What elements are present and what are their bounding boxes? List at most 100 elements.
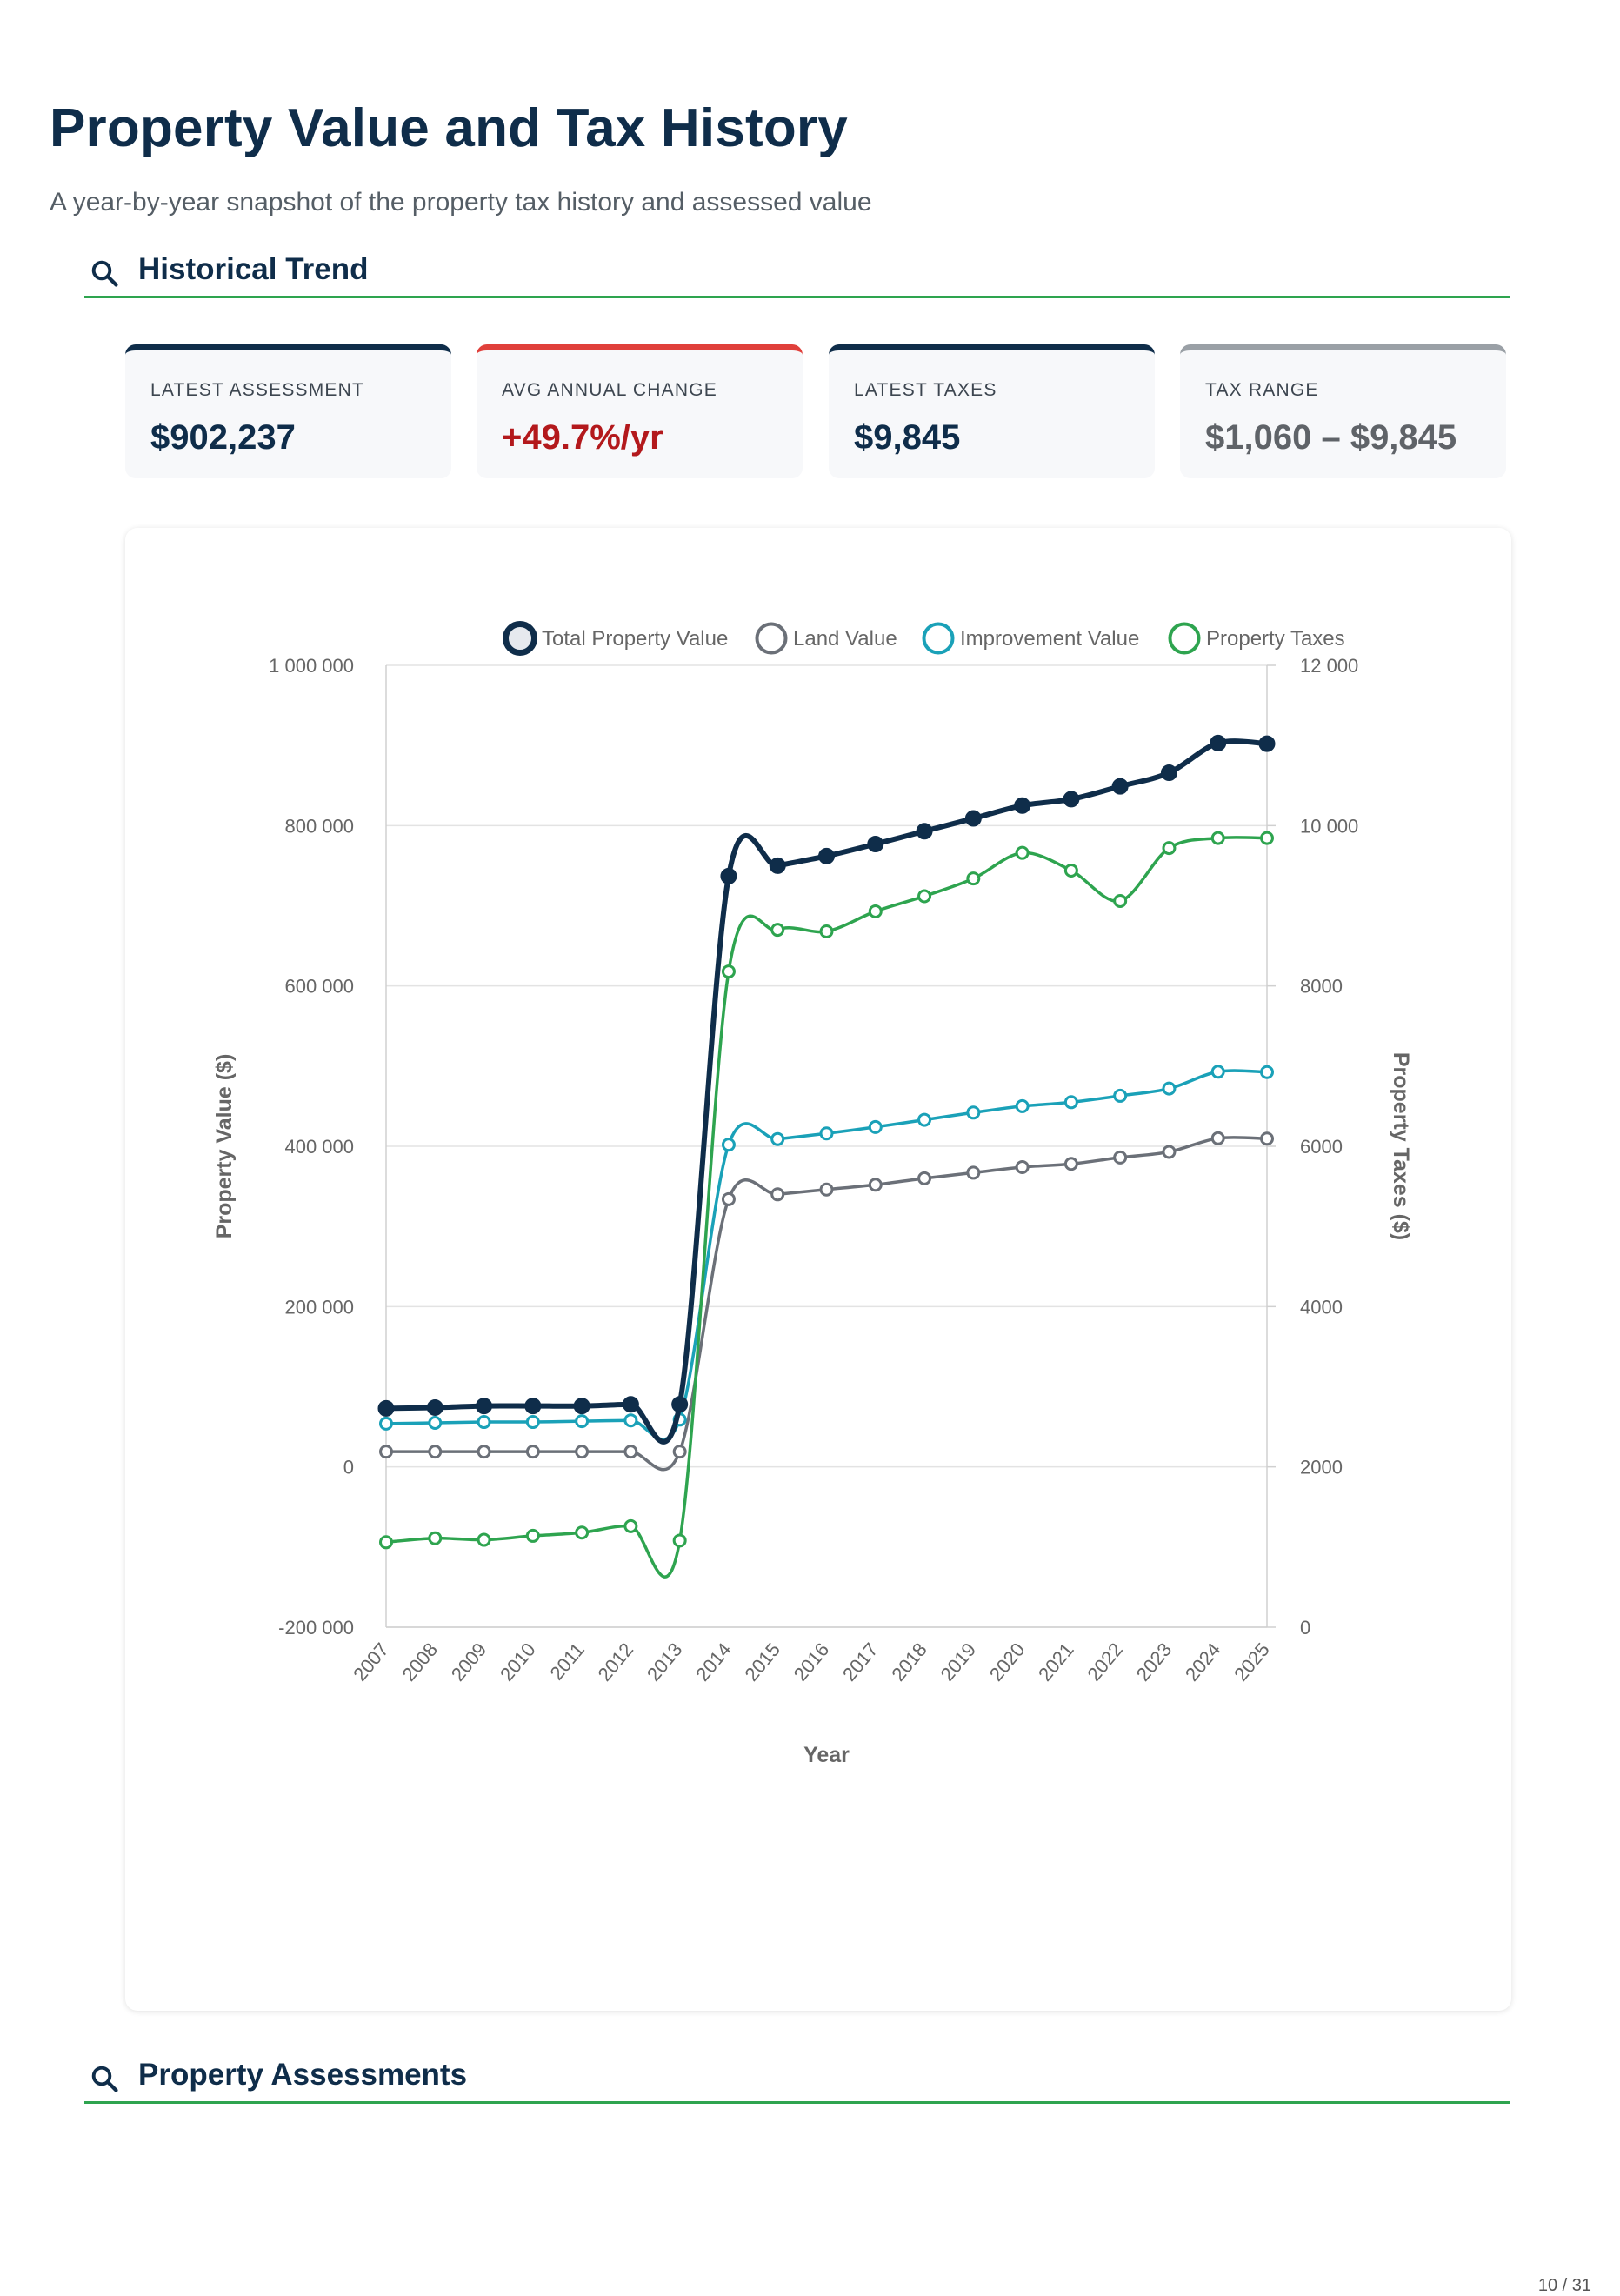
- data-point: [966, 1105, 981, 1120]
- data-point: [1063, 1095, 1078, 1110]
- data-point: [770, 923, 785, 938]
- x-tick-label: 2018: [887, 1639, 931, 1685]
- data-point: [575, 1525, 590, 1540]
- data-point: [818, 847, 835, 864]
- y-tick-label: 800 000: [284, 815, 354, 837]
- y2-tick-label: 0: [1300, 1617, 1310, 1639]
- kpi-value: $9,845: [854, 418, 961, 457]
- series-line-improvement-value: [385, 1069, 1268, 1441]
- data-point: [575, 1445, 590, 1459]
- x-tick-label: 2024: [1181, 1639, 1225, 1685]
- data-point: [477, 1415, 491, 1430]
- data-point: [1210, 1065, 1225, 1079]
- kpi-label: TAX RANGE: [1205, 380, 1319, 400]
- y-axis-title: Property Value ($): [212, 1054, 237, 1239]
- x-tick-label: 2017: [838, 1639, 883, 1685]
- data-point: [1162, 1081, 1177, 1096]
- series-line-property-taxes: [385, 836, 1268, 1578]
- x-tick-label: 2016: [790, 1639, 834, 1685]
- x-tick-label: 2011: [545, 1639, 589, 1684]
- data-point: [770, 1187, 785, 1202]
- data-point: [1113, 1088, 1128, 1103]
- legend-label: Property Taxes: [1206, 627, 1345, 651]
- section-historical-trend: Historical Trend: [84, 252, 1510, 298]
- data-point: [868, 1119, 883, 1134]
- data-point: [671, 1396, 689, 1413]
- legend-label: Land Value: [793, 627, 897, 651]
- y2-tick-label: 8000: [1300, 976, 1343, 998]
- section-property-assessments: Property Assessments: [84, 2058, 1510, 2104]
- data-point: [1015, 1159, 1030, 1174]
- y2-tick-label: 12 000: [1300, 655, 1358, 677]
- data-point: [428, 1415, 443, 1430]
- x-tick-label: 2020: [985, 1639, 1030, 1685]
- data-point: [1162, 841, 1177, 856]
- y-tick-label: 400 000: [284, 1136, 354, 1158]
- data-point: [1015, 845, 1030, 860]
- kpi-value: +49.7%/yr: [502, 418, 663, 457]
- x-tick-label: 2022: [1083, 1639, 1127, 1685]
- data-point: [1063, 1157, 1078, 1171]
- data-point: [1160, 764, 1177, 782]
- data-point: [1258, 735, 1276, 752]
- kpi-label: LATEST TAXES: [854, 380, 997, 400]
- kpi-card-latest-assessment: LATEST ASSESSMENT $902,237: [125, 344, 451, 478]
- data-point: [426, 1398, 443, 1416]
- data-point: [525, 1445, 540, 1459]
- data-point: [476, 1398, 493, 1415]
- data-point: [819, 1182, 834, 1197]
- y2-tick-label: 6000: [1300, 1136, 1343, 1158]
- page-subtitle: A year-by-year snapshot of the property …: [50, 188, 872, 217]
- chart-card: -200 000 0 200 000 400 000 600 000 800 000 1 0…: [125, 528, 1511, 2011]
- data-point: [1260, 1131, 1274, 1146]
- data-point: [917, 1112, 932, 1127]
- data-point: [867, 836, 884, 853]
- x-tick-label: 2008: [397, 1639, 442, 1685]
- data-point: [916, 823, 933, 840]
- x-tick-label: 2025: [1230, 1639, 1274, 1685]
- legend-marker: [922, 622, 955, 655]
- kpi-card-avg-annual-change: AVG ANNUAL CHANGE +49.7%/yr: [477, 344, 803, 478]
- data-point: [966, 1165, 981, 1180]
- data-point: [525, 1528, 540, 1543]
- x-tick-label: 2014: [691, 1639, 736, 1685]
- data-point: [428, 1531, 443, 1545]
- kpi-card-latest-taxes: LATEST TAXES $9,845: [829, 344, 1155, 478]
- search-icon: [91, 2066, 118, 2092]
- data-point: [721, 964, 736, 979]
- x-axis-title: Year: [803, 1743, 850, 1767]
- x-tick-label: 2010: [496, 1639, 540, 1685]
- data-point: [720, 867, 737, 884]
- y2-tick-label: 4000: [1300, 1296, 1343, 1318]
- data-point: [379, 1445, 393, 1459]
- legend-label: Total Property Value: [542, 627, 728, 651]
- data-point: [917, 889, 932, 904]
- legend-marker: [755, 622, 788, 655]
- data-point: [477, 1532, 491, 1547]
- kpi-label: AVG ANNUAL CHANGE: [502, 380, 717, 400]
- data-point: [1162, 1145, 1177, 1159]
- data-point: [672, 1445, 687, 1459]
- y-tick-label: 600 000: [284, 976, 354, 998]
- data-point: [428, 1445, 443, 1459]
- data-point: [672, 1533, 687, 1548]
- data-point: [575, 1414, 590, 1429]
- data-point: [623, 1445, 638, 1459]
- line-chart: -200 000 0 200 000 400 000 600 000 800 000 1 0…: [212, 621, 1413, 1767]
- page-title: Property Value and Tax History: [50, 98, 848, 158]
- data-point: [819, 1126, 834, 1141]
- data-point: [1260, 831, 1274, 845]
- data-point: [868, 1178, 883, 1192]
- y-tick-label: 0: [343, 1457, 354, 1478]
- y-tick-label: 200 000: [284, 1296, 354, 1318]
- data-point: [622, 1396, 639, 1413]
- legend-marker: [1168, 622, 1201, 655]
- data-point: [1015, 1098, 1030, 1113]
- data-point: [623, 1413, 638, 1428]
- y2-tick-label: 10 000: [1300, 815, 1358, 837]
- data-point: [379, 1535, 393, 1550]
- data-point: [1063, 863, 1078, 878]
- y-tick-label: -200 000: [278, 1617, 354, 1639]
- data-point: [1063, 791, 1080, 808]
- x-tick-label: 2012: [594, 1639, 638, 1685]
